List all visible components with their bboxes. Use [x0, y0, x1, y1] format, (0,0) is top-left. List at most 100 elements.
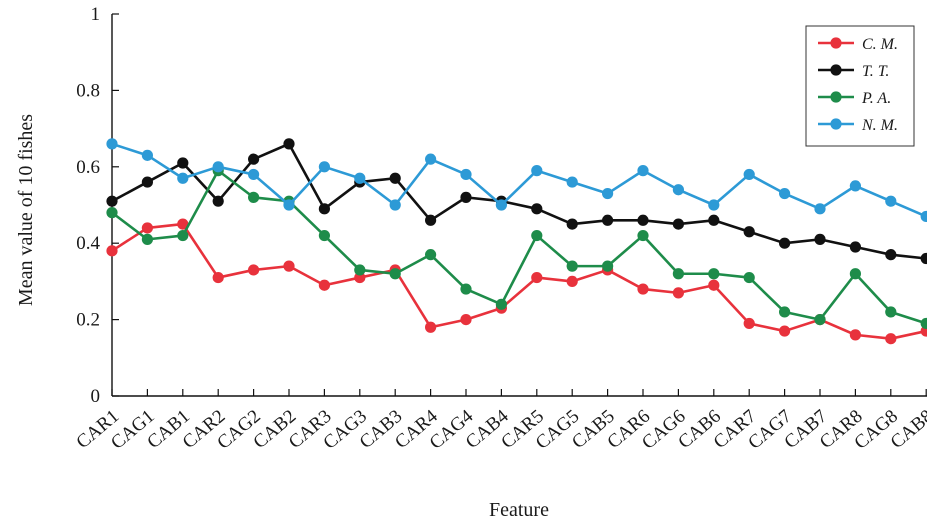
data-point: [460, 314, 472, 326]
data-point: [248, 168, 260, 181]
data-point: [779, 237, 791, 249]
data-point: [495, 298, 507, 310]
y-tick-label: 0: [91, 386, 101, 407]
data-point: [389, 199, 401, 211]
data-point: [425, 249, 437, 261]
data-point: [141, 222, 153, 234]
data-point: [708, 279, 720, 291]
data-point: [849, 329, 862, 341]
data-point: [779, 306, 791, 318]
data-point: [531, 165, 543, 177]
data-point: [566, 260, 578, 272]
legend-swatch-marker: [830, 118, 842, 130]
data-point: [814, 233, 826, 245]
y-tick-label: 0.6: [76, 157, 100, 178]
legend-swatch-marker: [830, 64, 842, 76]
data-point: [920, 210, 927, 223]
series-group: [106, 138, 927, 345]
data-point: [283, 138, 295, 150]
data-point: [354, 264, 366, 276]
data-point: [779, 187, 791, 200]
data-point: [177, 157, 189, 169]
data-point: [708, 268, 720, 280]
legend-label: C. M.: [862, 36, 898, 53]
data-point: [106, 207, 118, 219]
series-line: [111, 142, 927, 260]
legend-swatch-marker: [830, 91, 842, 103]
data-point: [248, 191, 260, 203]
data-point: [885, 249, 897, 261]
data-point: [106, 195, 118, 207]
data-point: [425, 321, 437, 333]
data-point: [566, 275, 578, 287]
data-point: [849, 180, 862, 192]
data-point: [212, 271, 224, 284]
legend-swatch-marker: [830, 37, 842, 49]
data-point: [566, 218, 578, 230]
data-point: [708, 214, 720, 226]
data-point: [106, 245, 118, 257]
data-point: [637, 165, 649, 177]
data-point: [460, 168, 472, 181]
data-point: [212, 161, 224, 173]
data-point: [318, 203, 330, 215]
data-point: [141, 233, 153, 245]
x-axis-title: Feature: [489, 499, 549, 521]
data-point: [602, 214, 614, 226]
data-point: [354, 172, 366, 184]
data-point: [460, 191, 472, 203]
y-tick-label: 0.4: [76, 233, 100, 254]
data-point: [672, 268, 685, 280]
data-point: [212, 195, 224, 207]
series-3: [106, 138, 927, 223]
legend-label: T. T.: [862, 63, 889, 80]
data-point: [283, 260, 295, 272]
data-point: [849, 241, 862, 253]
data-point: [531, 229, 543, 242]
y-tick-label: 0.2: [76, 310, 100, 331]
legend: C. M. T. T. P. A. N. M.: [805, 25, 915, 147]
data-point: [283, 199, 295, 211]
data-point: [743, 226, 755, 238]
tick-labels: 00.20.40.60.81CAR1CAG1CAB1CAR2CAG2CAB2CA…: [15, 4, 927, 521]
y-tick-label: 0.8: [76, 80, 100, 101]
data-point: [106, 138, 118, 150]
data-point: [177, 229, 189, 242]
data-point: [141, 176, 153, 188]
data-point: [637, 214, 649, 226]
legend-label: P. A.: [861, 90, 891, 107]
y-tick-label: 1: [91, 4, 101, 25]
data-point: [743, 317, 755, 330]
data-point: [318, 279, 330, 291]
series-1: [106, 138, 927, 265]
data-point: [141, 149, 153, 161]
data-point: [814, 314, 826, 326]
series-line: [111, 169, 927, 325]
data-point: [425, 153, 437, 165]
data-point: [495, 199, 507, 211]
data-point: [849, 268, 862, 280]
data-point: [779, 325, 791, 337]
data-point: [389, 172, 401, 184]
data-point: [672, 184, 685, 196]
series-line: [111, 222, 927, 341]
data-point: [637, 283, 649, 295]
data-point: [672, 218, 685, 230]
data-point: [425, 214, 437, 226]
data-point: [602, 260, 614, 272]
data-point: [637, 229, 649, 242]
data-point: [566, 176, 578, 188]
legend-label: N. M.: [861, 117, 898, 134]
data-point: [672, 287, 685, 299]
data-point: [920, 317, 927, 330]
series-line: [111, 142, 927, 218]
data-point: [743, 271, 755, 284]
data-point: [885, 195, 897, 207]
data-point: [460, 283, 472, 295]
data-point: [389, 268, 401, 280]
series-0: [106, 218, 927, 345]
data-point: [814, 203, 826, 215]
data-point: [531, 271, 543, 284]
